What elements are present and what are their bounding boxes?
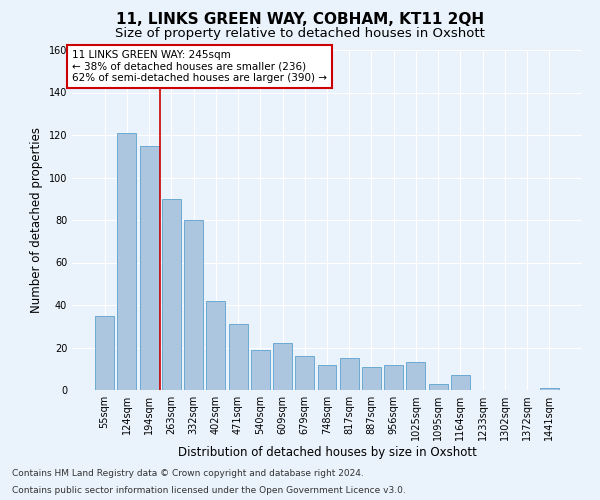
Text: Contains public sector information licensed under the Open Government Licence v3: Contains public sector information licen… xyxy=(12,486,406,495)
Bar xyxy=(118,133,136,390)
Bar xyxy=(362,366,381,390)
Bar xyxy=(95,316,114,390)
Bar xyxy=(140,146,158,390)
Bar xyxy=(340,358,359,390)
X-axis label: Distribution of detached houses by size in Oxshott: Distribution of detached houses by size … xyxy=(178,446,476,459)
Bar xyxy=(162,198,181,390)
Bar xyxy=(229,324,248,390)
Y-axis label: Number of detached properties: Number of detached properties xyxy=(30,127,43,313)
Bar xyxy=(451,375,470,390)
Bar xyxy=(429,384,448,390)
Bar xyxy=(273,343,292,390)
Bar xyxy=(295,356,314,390)
Text: 11, LINKS GREEN WAY, COBHAM, KT11 2QH: 11, LINKS GREEN WAY, COBHAM, KT11 2QH xyxy=(116,12,484,28)
Bar xyxy=(540,388,559,390)
Bar xyxy=(184,220,203,390)
Bar xyxy=(406,362,425,390)
Bar xyxy=(384,364,403,390)
Bar xyxy=(206,300,225,390)
Text: Contains HM Land Registry data © Crown copyright and database right 2024.: Contains HM Land Registry data © Crown c… xyxy=(12,468,364,477)
Bar xyxy=(317,364,337,390)
Bar xyxy=(251,350,270,390)
Text: Size of property relative to detached houses in Oxshott: Size of property relative to detached ho… xyxy=(115,28,485,40)
Text: 11 LINKS GREEN WAY: 245sqm
← 38% of detached houses are smaller (236)
62% of sem: 11 LINKS GREEN WAY: 245sqm ← 38% of deta… xyxy=(72,50,327,83)
